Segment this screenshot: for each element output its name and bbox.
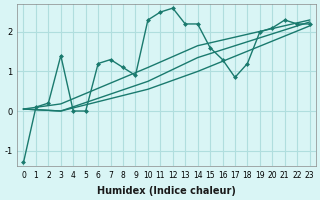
X-axis label: Humidex (Indice chaleur): Humidex (Indice chaleur) [97,186,236,196]
